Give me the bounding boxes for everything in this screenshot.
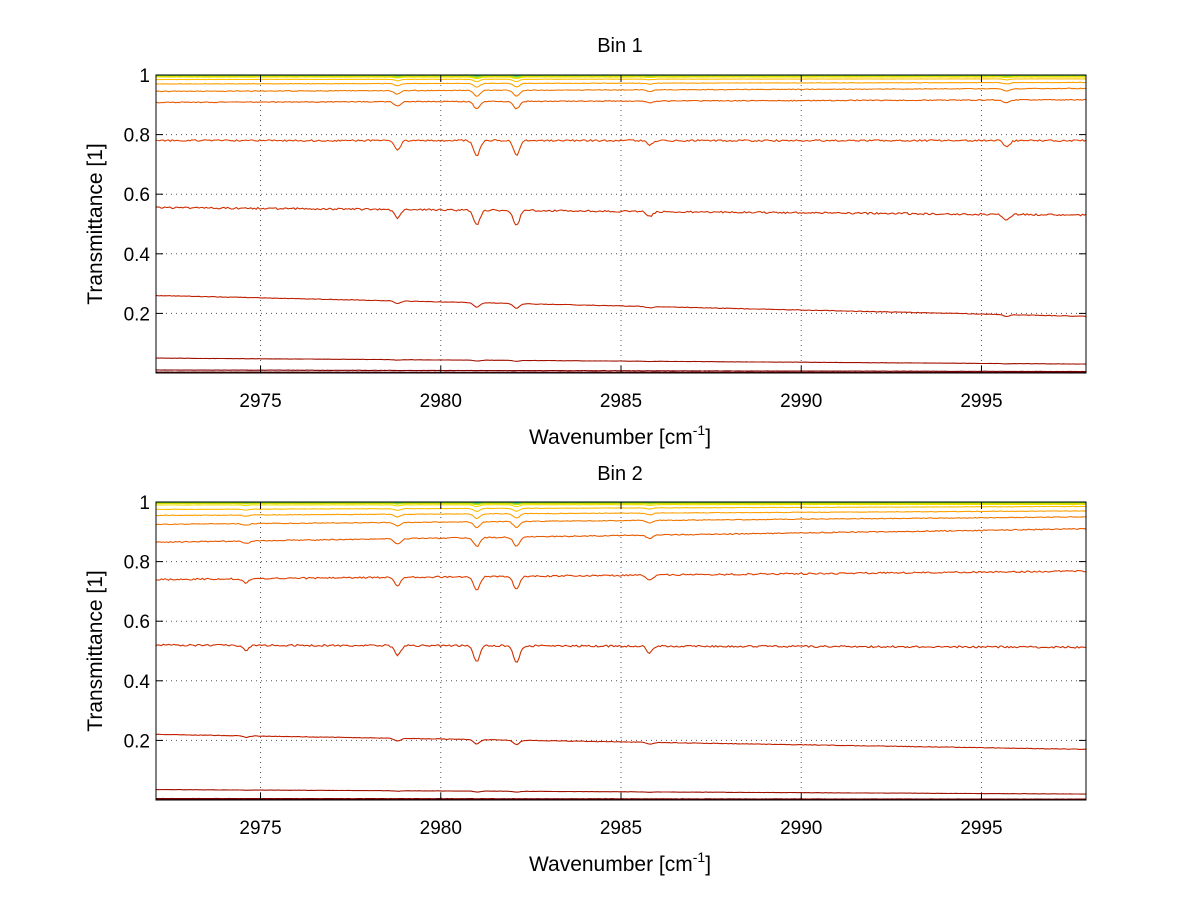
series-line: [156, 788, 1087, 795]
series-line: [155, 733, 1087, 750]
panel-bin-1: Bin 1 2975 2980 2985 2990 2995 0.2 0.4 0.6 0.8 1…: [84, 35, 1087, 449]
series-line: [155, 87, 1086, 97]
x-axis-label-superscript: -1: [693, 422, 706, 438]
x-tick-label: 2985: [600, 818, 642, 839]
y-tick-label: 0.4: [124, 245, 151, 266]
series-line: [155, 357, 1086, 365]
series-line: [155, 527, 1087, 548]
x-tick-label: 2980: [420, 818, 462, 839]
panel-title: Bin 2: [597, 463, 643, 485]
y-tick-label: 0.2: [124, 304, 150, 325]
x-tick-label: 2995: [960, 818, 1002, 839]
y-tick-labels: 0.2 0.4 0.6 0.8 1: [124, 66, 151, 325]
x-axis-label: Wavenumber [cm-1]: [529, 422, 711, 449]
series-line: [155, 294, 1087, 318]
y-tick-label: 0.4: [124, 672, 151, 693]
series-line: [155, 81, 1087, 88]
x-axis-label-superscript: -1: [693, 849, 706, 865]
x-axis-label-main: Wavenumber [cm: [529, 853, 693, 876]
x-tick-label: 2980: [420, 391, 462, 412]
series-line: [155, 206, 1087, 226]
series-line: [156, 510, 1087, 520]
y-tick-label: 0.2: [124, 731, 150, 752]
y-tick-label: 0.8: [124, 126, 150, 147]
y-axis-label: Transmittance [1]: [84, 143, 107, 304]
series-line: [155, 98, 1087, 110]
x-axis-label-end: ]: [705, 426, 711, 449]
x-tick-label: 2975: [239, 818, 281, 839]
y-tick-label: 0.8: [124, 553, 150, 574]
x-tick-labels: 2975 2980 2985 2990 2995: [239, 391, 1002, 412]
y-tick-label: 0.6: [124, 612, 150, 633]
series-line: [155, 643, 1086, 663]
x-tick-label: 2985: [600, 391, 642, 412]
y-tick-label: 0.6: [124, 185, 150, 206]
y-tick-labels: 0.2 0.4 0.6 0.8 1: [124, 493, 151, 752]
y-tick-label: 1: [139, 66, 150, 87]
x-tick-label: 2990: [780, 818, 822, 839]
panel-title: Bin 1: [597, 35, 643, 57]
y-tick-label: 1: [139, 493, 150, 514]
x-tick-label: 2975: [239, 391, 281, 412]
series-line: [155, 516, 1087, 529]
series-line: [155, 139, 1087, 156]
x-tick-label: 2995: [960, 391, 1002, 412]
x-tick-labels: 2975 2980 2985 2990 2995: [239, 818, 1002, 839]
x-axis-label-end: ]: [705, 853, 711, 876]
panel-bin-2: Bin 2 2975 2980 2985 2990 2995 0.2 0.4 0.6 0.8 1…: [84, 463, 1087, 876]
x-axis-label-main: Wavenumber [cm: [529, 426, 693, 449]
y-axis-label: Transmittance [1]: [84, 570, 107, 731]
series-line: [155, 569, 1087, 591]
tick-marks: [156, 74, 1086, 373]
tick-marks: [156, 501, 1086, 800]
x-axis-label: Wavenumber [cm-1]: [529, 849, 711, 876]
x-tick-label: 2990: [780, 391, 822, 412]
